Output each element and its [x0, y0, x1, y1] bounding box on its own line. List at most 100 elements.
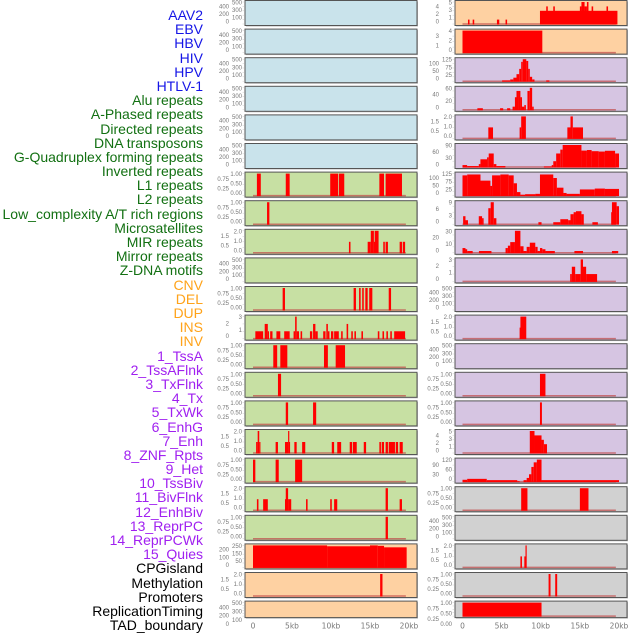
y-tick-label: 0.5: [221, 244, 230, 250]
bar: [472, 19, 475, 25]
bar: [267, 202, 270, 225]
y-tick-label: 0.00: [230, 477, 242, 483]
y-tick-label: 1.00: [230, 172, 242, 178]
y-tick-label: 0.75: [427, 577, 439, 583]
bar: [467, 251, 473, 254]
y-tick-label: 0: [436, 449, 440, 455]
y-tick-label: 0.75: [427, 377, 439, 383]
y-tick-label: 120: [442, 458, 453, 464]
y-tick-label: 0: [436, 191, 440, 197]
bar: [295, 316, 297, 340]
panel-background: [454, 114, 628, 141]
bar: [488, 208, 491, 225]
track-label: A-Phased repeats: [90, 106, 203, 123]
bar: [584, 6, 587, 25]
bar: [388, 288, 392, 311]
bar: [528, 68, 530, 82]
y-tick-label: 0: [436, 220, 440, 226]
bar: [380, 574, 383, 597]
bar: [520, 316, 527, 340]
bar: [462, 175, 468, 197]
y-tick-label: 4: [436, 433, 440, 439]
y-tick-label: 0.5: [221, 587, 230, 593]
bar: [579, 189, 595, 197]
bar: [505, 248, 508, 254]
bar: [256, 173, 261, 197]
bar: [288, 499, 292, 511]
bar: [373, 241, 376, 254]
bar: [263, 499, 268, 511]
track-panel: 0 30 60 90: [432, 143, 628, 170]
bar: [352, 442, 357, 454]
track-panel: 0 10 20 30: [432, 228, 628, 256]
track-label: HBV: [174, 35, 203, 52]
y-tick-label: 5: [449, 1, 453, 7]
y-tick-label: 500: [232, 58, 243, 64]
track-panel: 0.0 0.5 1.0 1.5 2.0: [221, 228, 418, 256]
bar: [507, 245, 511, 254]
bar: [520, 556, 522, 568]
bar: [533, 462, 537, 483]
y-tick-label: 1.0: [444, 325, 453, 331]
y-tick-label: 400: [219, 119, 230, 125]
y-tick-label: 3: [449, 258, 453, 264]
y-tick-label: 0.00: [230, 220, 242, 226]
panel-background: [454, 200, 628, 227]
y-tick-label: 0.00: [230, 420, 242, 426]
bar: [534, 435, 542, 454]
track-label: Inverted repeats: [101, 163, 203, 180]
bar: [315, 331, 318, 340]
bar: [284, 499, 287, 511]
y-tick-label: 0.50: [230, 296, 242, 302]
y-tick-label: 0.00: [440, 391, 452, 397]
panel-background: [454, 57, 628, 84]
bar: [560, 219, 569, 225]
bar: [273, 345, 278, 368]
bar: [285, 402, 289, 425]
y-tick-label: 0: [436, 534, 440, 540]
bar: [385, 516, 388, 540]
y-tick-label: 400: [219, 262, 230, 268]
bar: [386, 331, 388, 340]
y-tick-label: 200: [219, 155, 230, 161]
y-tick-label: 0: [226, 622, 230, 628]
y-tick-label: 4: [449, 29, 453, 35]
y-tick-label: 1.5: [221, 434, 230, 440]
track-label: L1 repeats: [136, 177, 203, 194]
y-tick-label: 0.00: [440, 622, 452, 628]
y-tick-label: 0.25: [427, 501, 439, 507]
y-tick-label: 0.25: [217, 215, 229, 221]
y-tick-label: 0.25: [427, 587, 439, 593]
bar: [486, 480, 518, 483]
x-tick-label: 20kb: [610, 622, 629, 631]
bar: [535, 246, 538, 254]
y-tick-label: 300: [232, 123, 243, 129]
y-tick-label: 100: [232, 130, 243, 136]
y-tick-label: 0: [436, 105, 440, 111]
y-tick-label: 0.75: [217, 520, 229, 526]
y-tick-label: 0.5: [431, 558, 440, 564]
y-tick-label: 6: [436, 207, 440, 213]
bar: [256, 499, 259, 511]
bar: [573, 212, 576, 225]
track-label: L2 repeats: [136, 191, 203, 208]
bar: [337, 442, 342, 454]
y-tick-label: 300: [232, 609, 243, 615]
bar: [280, 345, 288, 368]
y-tick-label: 0: [226, 277, 230, 283]
bar: [500, 174, 509, 197]
bar: [399, 241, 402, 254]
y-tick-label: 5: [449, 430, 453, 436]
y-tick-label: 2.0: [444, 315, 453, 321]
y-tick-label: 400: [219, 33, 230, 39]
y-tick-label: 0.75: [217, 406, 229, 412]
bar: [611, 202, 617, 225]
bar: [537, 251, 540, 254]
bar: [520, 97, 522, 111]
y-tick-label: 2: [436, 264, 440, 270]
panel-background: [454, 286, 628, 312]
bar: [296, 331, 300, 340]
